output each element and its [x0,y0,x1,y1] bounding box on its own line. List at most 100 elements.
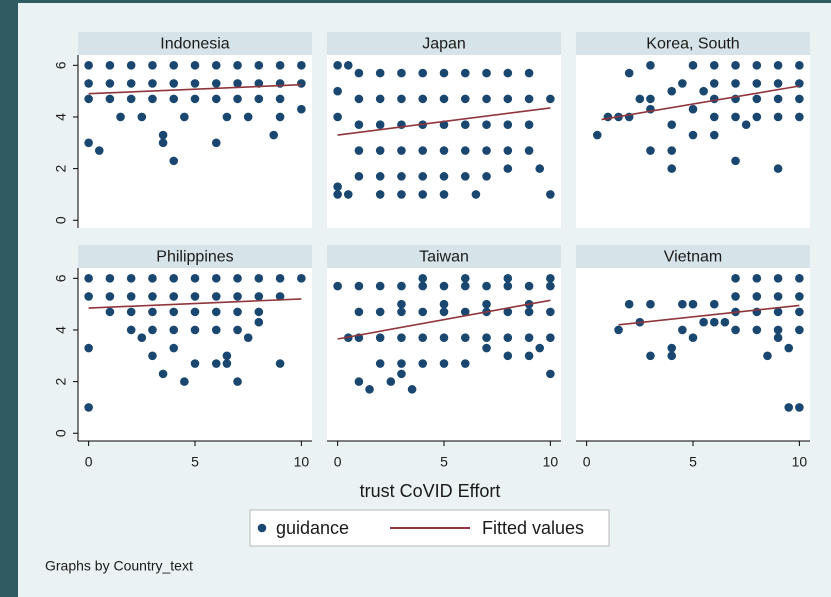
fitted-line [337,299,551,340]
point [731,61,740,70]
point [233,274,242,283]
point [211,325,221,335]
point [254,79,264,88]
point [211,359,221,368]
point [233,79,242,88]
point [503,164,513,173]
point [126,307,136,317]
point [126,325,136,335]
point [375,146,385,155]
point [773,79,783,88]
point [333,86,342,96]
point [439,190,449,199]
point [211,138,221,148]
point [333,182,342,191]
x-axis-title: trust CoVID Effort [360,481,501,501]
point [397,172,406,181]
point [397,369,406,379]
point [190,292,200,301]
point [354,120,364,130]
point [503,274,513,283]
point [795,94,804,104]
point [190,274,200,283]
point [354,146,364,155]
point [524,146,534,155]
point [709,317,719,327]
panel [576,55,810,228]
note: Graphs by Country_text [45,558,193,574]
x-tick-label: 0 [334,454,342,470]
point [503,351,513,361]
point [297,104,306,114]
point [503,120,513,130]
point [535,343,545,353]
point [546,281,555,291]
point [784,343,794,353]
point [688,299,698,309]
point [699,317,708,327]
point [439,333,449,343]
point [503,146,513,155]
point [354,377,364,386]
point [667,120,677,130]
point [211,61,221,70]
point [211,292,221,301]
point [688,130,698,140]
point [148,325,157,335]
point [646,146,655,155]
point [731,292,740,301]
point [190,61,200,70]
point [667,351,677,361]
point [354,307,364,317]
point [169,292,179,301]
x-tick-label: 10 [792,454,808,470]
point [84,274,93,283]
point [148,351,157,361]
point [418,359,428,368]
point [354,172,364,181]
point [439,68,449,78]
point [418,190,428,199]
point [720,317,730,327]
point [254,274,264,283]
point [773,112,783,122]
fitted-line [88,298,302,309]
point [709,79,719,88]
point [169,79,179,88]
point [709,61,719,70]
panel-header [576,32,810,55]
x-tick-label: 5 [191,454,199,470]
point [624,299,634,309]
point [397,146,406,155]
point [397,94,406,104]
point [233,307,242,317]
point [275,359,285,368]
point [731,79,740,88]
point [460,120,470,130]
point [546,369,555,379]
point [137,333,147,343]
point [158,130,168,140]
point [524,94,534,104]
point [126,79,136,88]
point [678,299,687,309]
point [397,359,406,368]
point [233,325,242,335]
point [354,94,364,104]
point [667,164,677,173]
point [190,94,200,104]
point [386,377,396,386]
point [105,61,115,70]
point [731,274,740,283]
x-tick-label: 5 [440,454,448,470]
point [524,120,534,130]
point [126,94,136,104]
point [460,359,470,368]
point [169,307,179,317]
point [94,146,104,155]
point [275,94,285,104]
point [84,79,93,88]
point [688,104,698,114]
point [773,274,783,283]
